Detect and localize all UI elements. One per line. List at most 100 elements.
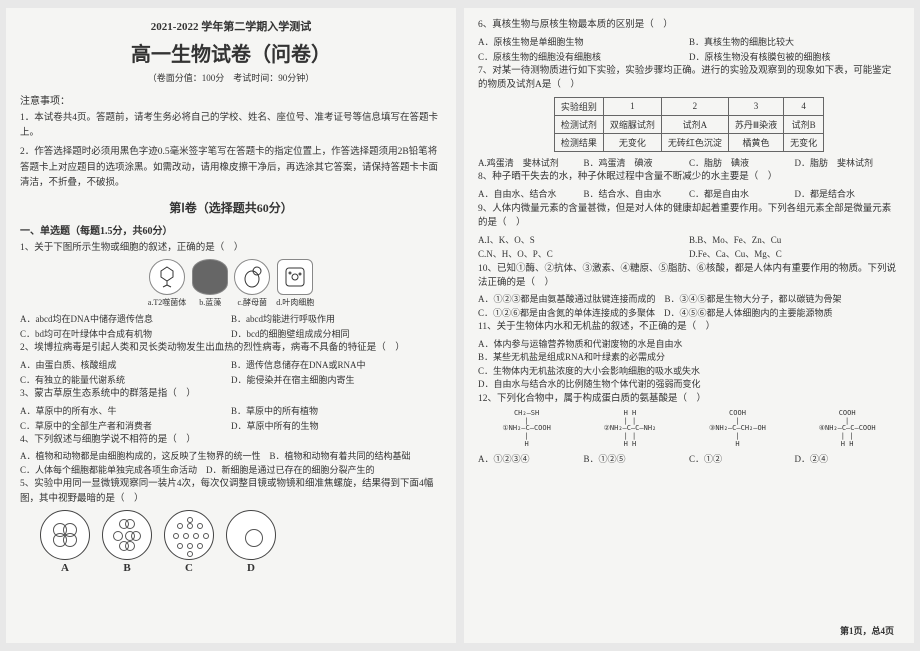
left-page: 2021-2022 学年第二学期入学测试 高一生物试卷（问卷） （卷面分值：10… (6, 8, 456, 643)
q1-opt-d: D．bcd的细胞壁组成成分相同 (231, 327, 442, 341)
notice-head: 注意事项： (20, 92, 442, 107)
q4-stem: 4、下列叙述与细胞学说不相符的是（ ） (20, 433, 442, 447)
q11-stem: 11、关于生物体内水和无机盐的叙述，不正确的是（ ） (478, 320, 900, 334)
q2-options: A．由蛋白质、核酸组成 B．遗传信息储存在DNA或RNA中 C．有独立的能量代谢… (20, 358, 442, 387)
q11-opt-b: B．某些无机盐是组成RNA和叶绿素的必需成分 (478, 351, 900, 365)
exam-subtitle: （卷面分值：100分 考试时间：90分钟） (20, 71, 442, 84)
q3-options: A．草原中的所有水、牛 B．草原中的所有植物 C．草原中的全部生产者和消费者 D… (20, 404, 442, 433)
q11-options: A．体内参与运输营养物质和代谢废物的水是自由水 B．某些无机盐是组成RNA和叶绿… (478, 338, 900, 392)
q10-stem: 10、已知①酶、②抗体、③激素、④糖原、⑤脂肪、⑥核酸，都是人体内有重要作用的物… (478, 262, 900, 291)
t-c1: 1 (603, 97, 661, 115)
t-r2h: 检测试剂 (554, 115, 603, 133)
t-c2: 2 (661, 97, 728, 115)
q5-figures (40, 510, 442, 560)
t-r3c2: 无砖红色沉淀 (661, 133, 728, 151)
q12-opt-c: C．①② (689, 452, 795, 466)
q6-opt-d: D．原核生物没有核膜包被的细胞核 (689, 50, 900, 64)
mol-4: COOH|④NH₂—C—C—COOH| |H H (819, 410, 876, 448)
q6-options: A．原核生物是单细胞生物 B．真核生物的细胞比较大 C．原核生物的细胞没有细胞核… (478, 35, 900, 64)
q6-opt-b: B．真核生物的细胞比较大 (689, 35, 900, 49)
q1-opt-c: C．bd均可在叶绿体中合成有机物 (20, 327, 231, 341)
q1-fig-c: c.酵母菌 (234, 259, 270, 308)
mol-2: H H| |②NH₂—C—C—NH₂| |H H (604, 410, 657, 448)
t-r2c3: 苏丹Ⅲ染液 (728, 115, 783, 133)
q1-label-b: b.蓝藻 (199, 298, 221, 307)
year-line: 2021-2022 学年第二学期入学测试 (20, 18, 442, 34)
q5-label-a: A (40, 562, 90, 574)
q10-opt-cd: C．①②⑥都是由含氮的单体连接成的多聚体 D．④⑤⑥都是人体细胞内的主要能源物质 (478, 307, 900, 321)
q12-opt-d: D．②④ (795, 452, 901, 466)
q1-opt-a: A．abcd均在DNA中储存遗传信息 (20, 312, 231, 326)
t-c3: 3 (728, 97, 783, 115)
q1-label-d: d.叶肉细胞 (276, 298, 314, 307)
q5-fig-a (40, 510, 90, 560)
q7-opt-a: A.鸡蛋清 斐林试剂 (478, 156, 584, 170)
q5-labels: A B C D (40, 562, 442, 574)
q9-opt-b: B.B、Mo、Fe、Zn、Cu (689, 233, 900, 247)
q4-opt-cd: C．人体每个细胞都能单独完成各项生命活动 D．新细胞是通过已存在的细胞分裂产生的 (20, 464, 442, 478)
q1-fig-a: a.T2噬菌体 (148, 259, 186, 308)
q12-options: A．①②③④ B．①②⑤ C．①② D．②④ (478, 452, 900, 466)
q7-stem: 7、对某一待测物质进行如下实验，实验步骤均正确。进行的实验及观察到的现象如下表，… (478, 64, 900, 93)
mol-1: CH₂—SH|①NH₂—C—COOH|H (502, 410, 550, 448)
q7-opt-d: D．脂肪 斐林试剂 (795, 156, 901, 170)
q5-label-c: C (164, 562, 214, 574)
q5-fig-b (102, 510, 152, 560)
q1-figures: a.T2噬菌体 b.蓝藻 c.酵母菌 d.叶肉细胞 (20, 259, 442, 308)
notice-item-2: 2．作答选择题时必须用黑色字迹0.5毫米签字笔写在答题卡的指定位置上，作答选择题… (20, 145, 442, 191)
t-r2c2: 试剂A (661, 115, 728, 133)
q6-opt-a: A．原核生物是单细胞生物 (478, 35, 689, 49)
q10-options: A．①②③都是由氨基酸通过肽键连接而成的 B．③④⑤都是生物大分子，都以碳链为骨… (478, 293, 900, 320)
q7-options: A.鸡蛋清 斐林试剂 B．鸡蛋清 碘液 C．脂肪 碘液 D．脂肪 斐林试剂 (478, 156, 900, 170)
q1-opt-b: B．abcd均能进行呼吸作用 (231, 312, 442, 326)
q3-stem: 3、蒙古草原生态系统中的群落是指（ ） (20, 387, 442, 401)
q12-opt-b: B．①②⑤ (584, 452, 690, 466)
q3-opt-b: B．草原中的所有植物 (231, 404, 442, 418)
q9-opt-c: C.N、H、O、P、C (478, 247, 689, 261)
exam-title: 高一生物试卷（问卷） (20, 38, 442, 67)
q11-opt-d: D．自由水与结合水的比例随生物个体代谢的强弱而变化 (478, 378, 900, 392)
q10-opt-ab: A．①②③都是由氨基酸通过肽键连接而成的 B．③④⑤都是生物大分子，都以碳链为骨… (478, 293, 900, 307)
section1-sub: 一、单选题（每题1.5分，共60分） (20, 222, 442, 237)
q9-stem: 9、人体内微量元素的含量甚微，但是对人体的健康却起着重要作用。下列各组元素全部是… (478, 202, 900, 231)
q3-opt-a: A．草原中的所有水、牛 (20, 404, 231, 418)
q6-opt-c: C．原核生物的细胞没有细胞核 (478, 50, 689, 64)
q5-label-d: D (226, 562, 276, 574)
q6-stem: 6、真核生物与原核生物最本质的区别是（ ） (478, 18, 900, 32)
q9-opt-a: A.I、K、O、S (478, 233, 689, 247)
q8-opt-a: A．自由水、结合水 (478, 187, 584, 201)
q12-stem: 12、下列化合物中，属于构成蛋白质的氨基酸是（ ） (478, 392, 900, 406)
q7-table: 实验组别 1 2 3 4 检测试剂 双缩脲试剂 试剂A 苏丹Ⅲ染液 试剂B 检测… (554, 97, 824, 152)
t-r2c1: 双缩脲试剂 (603, 115, 661, 133)
q1-stem: 1、关于下图所示生物或细胞的叙述，正确的是（ ） (20, 241, 442, 255)
q3-opt-c: C．草原中的全部生产者和消费者 (20, 419, 231, 433)
q4-options: A．植物和动物都是由细胞构成的，这反映了生物界的统一性 B．植物和动物有着共同的… (20, 450, 442, 477)
right-page: 6、真核生物与原核生物最本质的区别是（ ） A．原核生物是单细胞生物 B．真核生… (464, 8, 914, 643)
q7-opt-c: C．脂肪 碘液 (689, 156, 795, 170)
q5-fig-d (226, 510, 276, 560)
phage-icon (149, 259, 185, 295)
t-r2c4: 试剂B (784, 115, 824, 133)
q11-opt-a: A．体内参与运输营养物质和代谢废物的水是自由水 (478, 338, 900, 352)
q2-opt-a: A．由蛋白质、核酸组成 (20, 358, 231, 372)
q1-fig-d: d.叶肉细胞 (276, 259, 314, 308)
q3-opt-d: D．草原中所有的生物 (231, 419, 442, 433)
q9-opt-d: D.Fe、Ca、Cu、Mg、C (689, 247, 900, 261)
page-footer: 第1页，总4页 (840, 624, 894, 637)
q12-opt-a: A．①②③④ (478, 452, 584, 466)
t-r3h: 检测结果 (554, 133, 603, 151)
q9-options: A.I、K、O、S B.B、Mo、Fe、Zn、Cu C.N、H、O、P、C D.… (478, 233, 900, 262)
q8-opt-d: D．都是结合水 (795, 187, 901, 201)
t-r3c4: 无变化 (784, 133, 824, 151)
q8-stem: 8、种子晒干失去的水，种子休眠过程中含量不断减少的水主要是（ ） (478, 170, 900, 184)
q2-opt-d: D．能侵染并在宿主细胞内寄生 (231, 373, 442, 387)
q2-stem: 2、埃博拉病毒是引起人类和灵长类动物发生出血热的烈性病毒，病毒不具备的特征是（ … (20, 341, 442, 355)
mol-3: COOH|③NH₂—C—CH₂—OH|H (709, 410, 766, 448)
q2-opt-b: B．遗传信息储存在DNA或RNA中 (231, 358, 442, 372)
q8-opt-b: B．结合水、自由水 (584, 187, 690, 201)
t-r3c3: 橘黄色 (728, 133, 783, 151)
t-c4: 4 (784, 97, 824, 115)
q8-opt-c: C．都是自由水 (689, 187, 795, 201)
q5-label-b: B (102, 562, 152, 574)
q5-stem: 5、实验中用同一显微镜观察同一装片4次，每次仅调整目镜或物镜和细准焦螺旋，结果得… (20, 477, 442, 506)
